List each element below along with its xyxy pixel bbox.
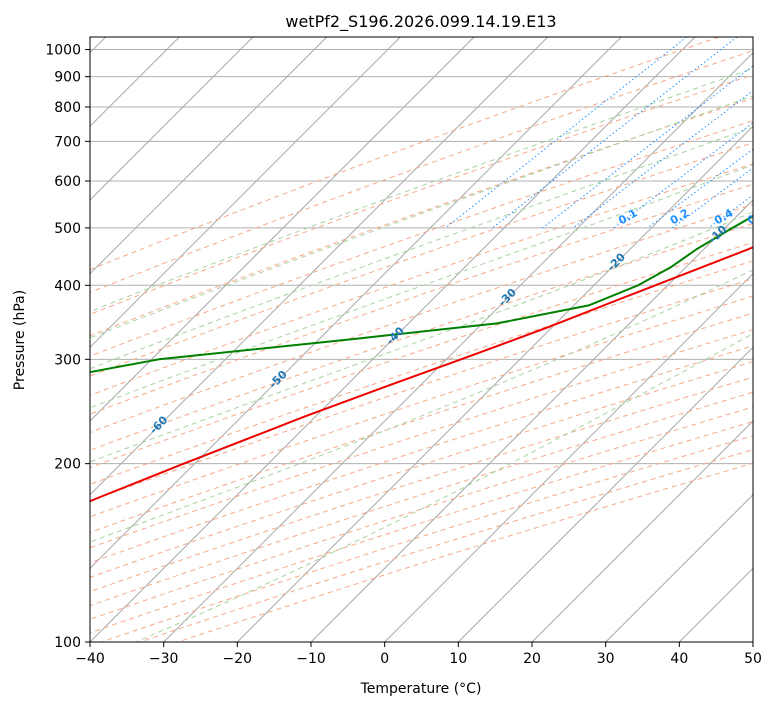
x-tick-label: 10 [449,651,467,667]
dry-adiabat-line [90,163,753,396]
moist-adiabat-line [90,67,753,313]
sounding-profiles [90,215,753,503]
x-tick-label: −30 [149,651,179,667]
mixing-ratio-lines [445,37,753,229]
y-tick-label: 500 [54,221,81,237]
dry-adiabat-line [177,462,753,642]
dewpoint-profile [90,215,753,374]
dry-adiabat-line [90,361,753,578]
isotherm-line [384,272,753,642]
dry-adiabat-line [90,74,753,315]
moist-adiabat-line [90,95,753,339]
chart-title: wetPf2_S196.2026.099.14.19.E13 [285,12,556,32]
isotherm-line [90,37,401,349]
isotherm-line [457,346,753,642]
x-tick-label: 0 [380,651,389,667]
x-axis: −40 −30 −20 −10 0 10 20 30 40 50 [75,642,762,667]
y-tick-label: 300 [54,352,81,368]
moist-adiabat-line [90,126,753,370]
x-axis-title: Temperature (°C) [360,681,482,697]
isotherm-line [236,125,753,642]
pressure-gridlines [90,49,753,642]
y-axis: 100 200 300 400 500 600 700 800 900 1000 [45,43,90,651]
isotherm-lines [90,37,753,642]
dry-adiabat-line [90,50,753,293]
isotherm-label: -70 [25,462,48,485]
isotherm-line [90,37,622,570]
dry-adiabat-line [90,223,753,451]
dry-adiabat-line [90,420,753,634]
plot-frame [89,36,754,643]
isotherm-line [90,37,549,496]
x-tick-label: −40 [75,651,105,667]
dry-adiabat-line [90,391,753,607]
moist-adiabat-line [90,211,753,463]
mixing-ratio-line [672,167,753,229]
mixing-ratio-line [445,37,688,229]
isotherm-line [90,37,328,275]
dry-adiabat-line [101,435,753,642]
isotherm-line [752,641,753,642]
x-tick-label: 50 [744,651,762,667]
isotherm-line [90,37,254,201]
dry-adiabat-line [90,312,753,533]
isotherm-line [605,493,753,642]
y-tick-label: 1000 [45,43,81,59]
isotherm-line [163,51,753,642]
y-tick-label: 700 [54,134,81,150]
x-tick-label: 20 [523,651,541,667]
moist-adiabat-lines [90,67,753,642]
dry-adiabat-line [90,142,753,377]
y-axis-title: Pressure (hPa) [12,290,28,390]
x-tick-label: 40 [670,651,688,667]
temperature-profile [90,246,753,503]
y-tick-label: 100 [54,635,81,651]
dry-adiabat-line [90,241,753,469]
y-tick-label: 400 [54,278,81,294]
isotherm-line [90,37,696,642]
y-tick-label: 200 [54,457,81,473]
x-tick-label: −10 [296,651,326,667]
mixing-ratio-line [613,122,753,229]
plot-background [90,37,753,642]
mixing-ratio-line [542,65,753,229]
dry-adiabat-line [90,329,753,549]
y-tick-label: 600 [54,174,81,190]
dry-adiabat-line [90,295,753,518]
x-tick-label: 30 [597,651,615,667]
y-tick-label: 900 [54,70,81,86]
isotherm-line [531,420,753,642]
isotherm-line [90,37,475,422]
mixing-ratio-label: 0.6 [745,206,769,227]
x-tick-label: −20 [223,651,253,667]
y-tick-label: 800 [54,100,81,116]
